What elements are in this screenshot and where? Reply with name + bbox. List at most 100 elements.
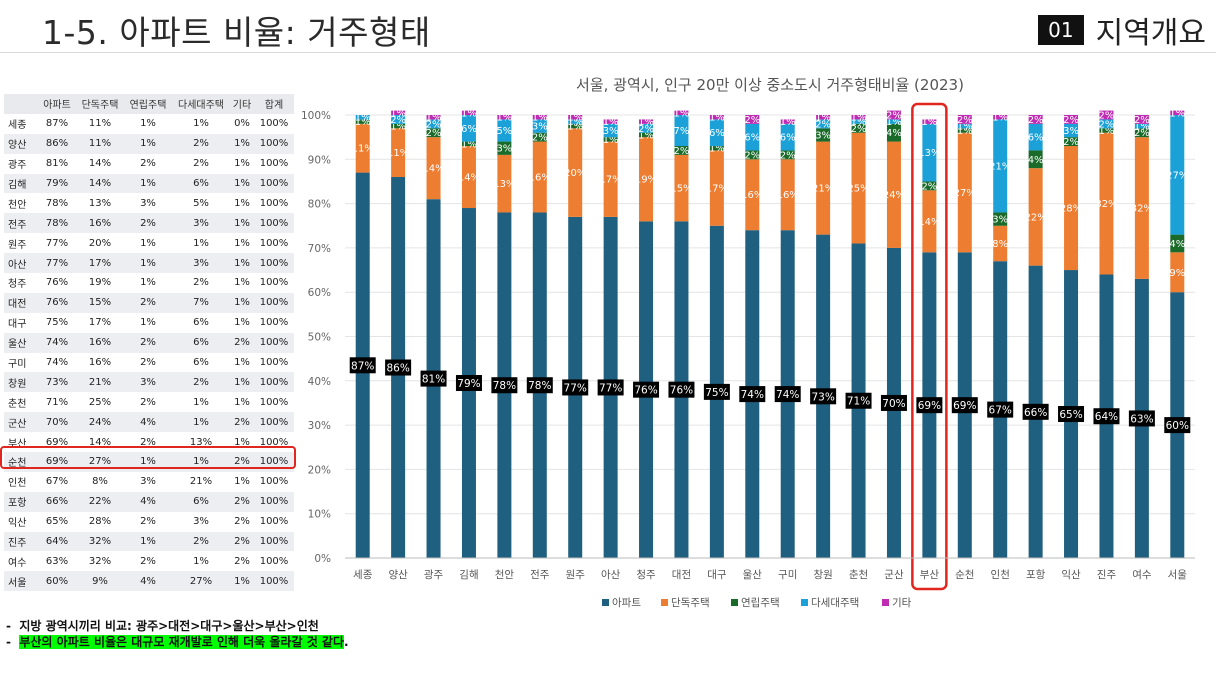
table-cell: 63% [45,555,69,567]
data-label: 76% [634,385,657,397]
data-label: 1% [992,113,1008,124]
table-row: 포항 66% 22% 4% 6% 2% 100% [4,491,294,512]
table-cell: 21% [189,476,213,488]
table-cell: 2% [230,491,254,512]
data-label: 11% [352,144,374,155]
table-cell: 17% [76,253,124,274]
data-label-box [1164,417,1191,434]
bar-segment [355,123,370,173]
table-cell: 87% [45,118,69,130]
bar-segment [674,146,689,155]
bar-segment [532,132,547,142]
table-cell: 1% [234,317,250,329]
table-header: 합계 [254,94,294,114]
x-tick-label: 양산 [388,569,408,581]
table-cell: 인천 [8,478,27,490]
data-label-box [739,386,766,403]
table-cell: 포항 [4,491,38,512]
table-cell: 1% [193,396,209,408]
table-cell: 1% [140,118,156,130]
table-cell: 1% [230,213,254,234]
table-cell: 60% [38,571,76,592]
bar-segment [709,150,724,226]
table-cell: 대구 [8,319,27,331]
table-cell: 100% [259,197,289,209]
table-row: 대구 75% 17% 1% 6% 1% 100% [4,313,294,333]
x-tick-label: 원주 [566,569,586,581]
data-label: 2% [1134,115,1150,126]
data-label: 6% [744,133,760,144]
data-label-box [420,370,447,387]
table-cell: 창원 [4,372,38,393]
table-cell: 100% [259,158,289,170]
table-row: 진주 64% 32% 1% 2% 2% 100% [4,531,294,552]
x-tick-label: 대전 [672,569,691,581]
data-label: 16% [529,173,551,184]
bar-segment [745,150,760,160]
table-row: 순천 69% 27% 1% 1% 2% 100% [4,452,294,472]
table-cell: 16% [76,332,124,353]
table-cell: 1% [234,436,250,448]
table-cell: 진주 [4,531,38,552]
table-header: 다세대주택 [172,94,230,114]
table-cell: 6% [172,332,230,353]
x-tick-label: 천안 [495,569,515,581]
table-cell: 100% [254,332,294,353]
bar-segment [391,110,406,115]
bar-segment [1064,123,1079,138]
table-cell: 3% [124,372,172,393]
table-cell: 19% [88,277,112,289]
data-label: 70% [882,398,905,410]
table-cell: 27% [76,452,124,472]
data-label: 2% [532,133,548,144]
data-label: 81% [422,374,445,386]
x-tick-label: 세종 [353,569,373,581]
bar-segment [532,119,547,133]
table-cell: 1% [234,476,250,488]
table-header: 단독주택 [76,94,124,114]
x-tick-label: 인천 [991,569,1010,581]
table-row: 창원 73% 21% 3% 2% 1% 100% [4,372,294,393]
bar-segment [957,115,972,124]
table-cell: 4% [124,491,172,512]
bar-segment [816,128,831,142]
bar-segment [993,212,1008,226]
table-row: 울산 74% 16% 2% 6% 2% 100% [4,332,294,353]
bar-segment [532,141,547,213]
table-cell: 65% [45,516,69,528]
bar-segment [1134,137,1149,279]
bar-segment [957,123,972,129]
table-cell: 100% [254,253,294,274]
x-tick-label: 김해 [459,568,478,581]
data-label: 19% [635,175,657,186]
table-cell: 2% [140,357,156,369]
bar-segment [1028,150,1043,169]
data-label: 2% [1063,137,1079,148]
bar-segment [568,123,583,129]
table-cell: 원주 [8,239,27,251]
table-row: 부산 69% 14% 2% 13% 1% 100% [4,432,294,452]
table-cell: 4% [124,412,172,433]
y-tick-label: 0% [314,553,331,565]
note-2: - 부산의 아파트 비율은 대규모 재개발로 인해 더욱 올라갈 것 같다. [6,635,349,649]
legend-label: 단독주택 [671,597,710,609]
table-cell: 32% [76,531,124,552]
data-label: 6% [461,124,477,135]
data-label: 15% [670,184,692,195]
data-label-box [987,401,1014,418]
table-cell: 울산 [4,332,38,353]
bar-segment [568,119,583,124]
table-cell: 100% [254,372,294,393]
table-row: 인천 67% 8% 3% 21% 1% 100% [4,472,294,492]
x-tick-label: 포항 [1026,569,1046,581]
data-label: 1% [496,113,512,124]
bar-segment [426,119,441,129]
table-cell: 청주 [8,279,27,291]
data-label: 2% [815,119,831,130]
table-cell: 1% [172,412,230,433]
table-cell: 1% [124,531,172,552]
data-label: 25% [847,184,869,195]
table-cell: 100% [259,237,289,249]
table-cell: 13% [189,436,213,448]
data-label: 1% [355,113,371,124]
